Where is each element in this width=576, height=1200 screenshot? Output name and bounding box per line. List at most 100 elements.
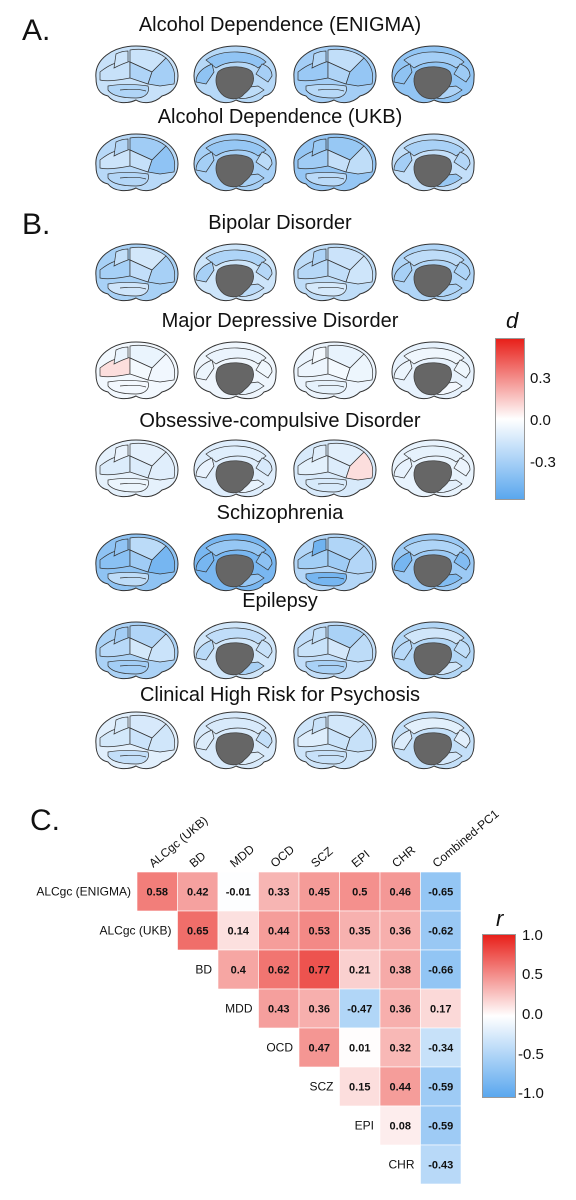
- heatmap-cell: [177, 910, 219, 951]
- heatmap-cell-label: 0.4: [231, 965, 247, 977]
- heatmap-column-label: BD: [187, 849, 209, 871]
- brain-row-epi: [90, 618, 480, 688]
- brain-right-lateral: [288, 42, 380, 110]
- heatmap-cell-label: 0.65: [187, 926, 208, 938]
- brain-left-lateral: [90, 130, 182, 198]
- heatmap-cell: [379, 1066, 421, 1107]
- legend-r-tick-3: 0.0: [522, 1006, 543, 1023]
- legend-r-tick-2: 0.5: [522, 966, 543, 983]
- heatmap-cell-label: 0.21: [349, 965, 370, 977]
- heatmap-cell-label: 0.33: [268, 887, 289, 899]
- heatmap-cell-label: 0.44: [268, 926, 290, 938]
- heatmap-cell: [217, 871, 259, 912]
- brain-left-lateral: [90, 618, 182, 686]
- heatmap-cell: [420, 1105, 462, 1146]
- brain-right-lateral: [288, 708, 380, 776]
- heatmap-cell-label: -0.62: [428, 926, 453, 938]
- panel-b-label: B.: [22, 208, 51, 241]
- legend-r-colorbar: [482, 934, 516, 1098]
- heatmap-cell-label: 0.44: [390, 1082, 412, 1094]
- heatmap-cell-label: 0.58: [147, 887, 168, 899]
- heatmap-row-label: BD: [195, 963, 212, 977]
- heatmap-cell-label: 0.36: [309, 1004, 330, 1016]
- heatmap-column-label: Combined-PC1: [430, 807, 502, 871]
- heatmap-cell: [339, 1066, 381, 1107]
- heatmap-cell: [420, 1144, 462, 1185]
- brain-row-alc-enigma: [90, 42, 480, 112]
- heatmap-cell-label: 0.43: [268, 1004, 289, 1016]
- brain-row-scz: [90, 530, 480, 600]
- row-title-ocd: Obsessive-compulsive Disorder: [139, 410, 421, 432]
- heatmap-column-label: CHR: [389, 843, 418, 871]
- heatmap-cell: [339, 988, 381, 1029]
- heatmap-cell-label: -0.59: [428, 1121, 453, 1133]
- heatmap-cell-label: 0.77: [309, 965, 330, 977]
- heatmap-cell: [298, 988, 340, 1029]
- heatmap-cell: [339, 1027, 381, 1068]
- heatmap-column-label: SCZ: [308, 844, 335, 870]
- correlation-heatmap: 0.58 0.42 -0.01 0.33 0.45 0.5 0.46 -0.65 0.65 0.1…: [36, 807, 502, 1185]
- heatmap-column-label: EPI: [349, 847, 373, 870]
- brain-right-lateral: [288, 530, 380, 598]
- heatmap-cell-label: -0.66: [428, 965, 453, 977]
- heatmap-cell: [379, 949, 421, 990]
- heatmap-cell: [339, 871, 381, 912]
- row-title-alc-ukb: Alcohol Dependence (UKB): [157, 106, 403, 128]
- legend-d-colorbar: [495, 338, 525, 500]
- brain-left-lateral: [90, 42, 182, 110]
- heatmap-row-label: ALCgc (ENIGMA): [36, 885, 131, 899]
- brain-right-medial: [388, 530, 480, 598]
- brain-right-lateral: [288, 618, 380, 686]
- heatmap-cell: [379, 1105, 421, 1146]
- brain-left-medial: [190, 708, 282, 776]
- brain-left-lateral: [90, 436, 182, 504]
- heatmap-cell-label: 0.35: [349, 926, 370, 938]
- heatmap-cell-label: -0.01: [226, 887, 251, 899]
- heatmap-cell-label: 0.42: [187, 887, 208, 899]
- heatmap-cell-label: 0.46: [390, 887, 411, 899]
- brain-left-medial: [190, 240, 282, 308]
- heatmap-cell: [298, 910, 340, 951]
- legend-r-tick-1: 1.0: [522, 927, 543, 944]
- brain-left-medial: [190, 130, 282, 198]
- legend-r-tick-5: -1.0: [518, 1085, 544, 1102]
- heatmap-cell-label: 0.53: [309, 926, 330, 938]
- panel-c-label: C.: [30, 804, 60, 837]
- brain-right-lateral: [288, 130, 380, 198]
- heatmap-cell-label: 0.15: [349, 1082, 370, 1094]
- heatmap-cell: [379, 910, 421, 951]
- brain-right-lateral: [288, 436, 380, 504]
- heatmap-row-label: MDD: [225, 1002, 253, 1016]
- heatmap-cell-label: 0.01: [349, 1043, 370, 1055]
- heatmap-cell: [298, 871, 340, 912]
- brain-row-mdd: [90, 338, 480, 408]
- heatmap-cell: [258, 949, 300, 990]
- row-title-bd: Bipolar Disorder: [208, 212, 352, 234]
- brain-right-medial: [388, 338, 480, 406]
- brain-left-lateral: [90, 708, 182, 776]
- heatmap-cell-label: -0.65: [428, 887, 453, 899]
- heatmap-cell: [136, 871, 178, 912]
- brain-left-medial: [190, 436, 282, 504]
- heatmap-cell-label: -0.59: [428, 1082, 453, 1094]
- heatmap-cell: [298, 1027, 340, 1068]
- brain-left-medial: [190, 338, 282, 406]
- brain-row-alc-ukb: [90, 130, 480, 200]
- brain-left-medial: [190, 530, 282, 598]
- brain-right-medial: [388, 240, 480, 308]
- legend-d-title: d: [506, 308, 519, 333]
- heatmap-cell: [258, 988, 300, 1029]
- heatmap-cell: [177, 871, 219, 912]
- heatmap-cell: [217, 949, 259, 990]
- heatmap-cell-label: 0.14: [228, 926, 250, 938]
- heatmap-column-label: MDD: [227, 842, 257, 871]
- heatmap-cell-label: 0.17: [430, 1004, 451, 1016]
- brain-left-medial: [190, 42, 282, 110]
- heatmap-cell: [379, 988, 421, 1029]
- heatmap-cell-label: 0.32: [390, 1043, 411, 1055]
- heatmap-cell-label: 0.36: [390, 1004, 411, 1016]
- heatmap-cell: [420, 949, 462, 990]
- heatmap-cell-label: 0.47: [309, 1043, 330, 1055]
- heatmap-column-label: OCD: [268, 842, 298, 870]
- heatmap-cell: [420, 910, 462, 951]
